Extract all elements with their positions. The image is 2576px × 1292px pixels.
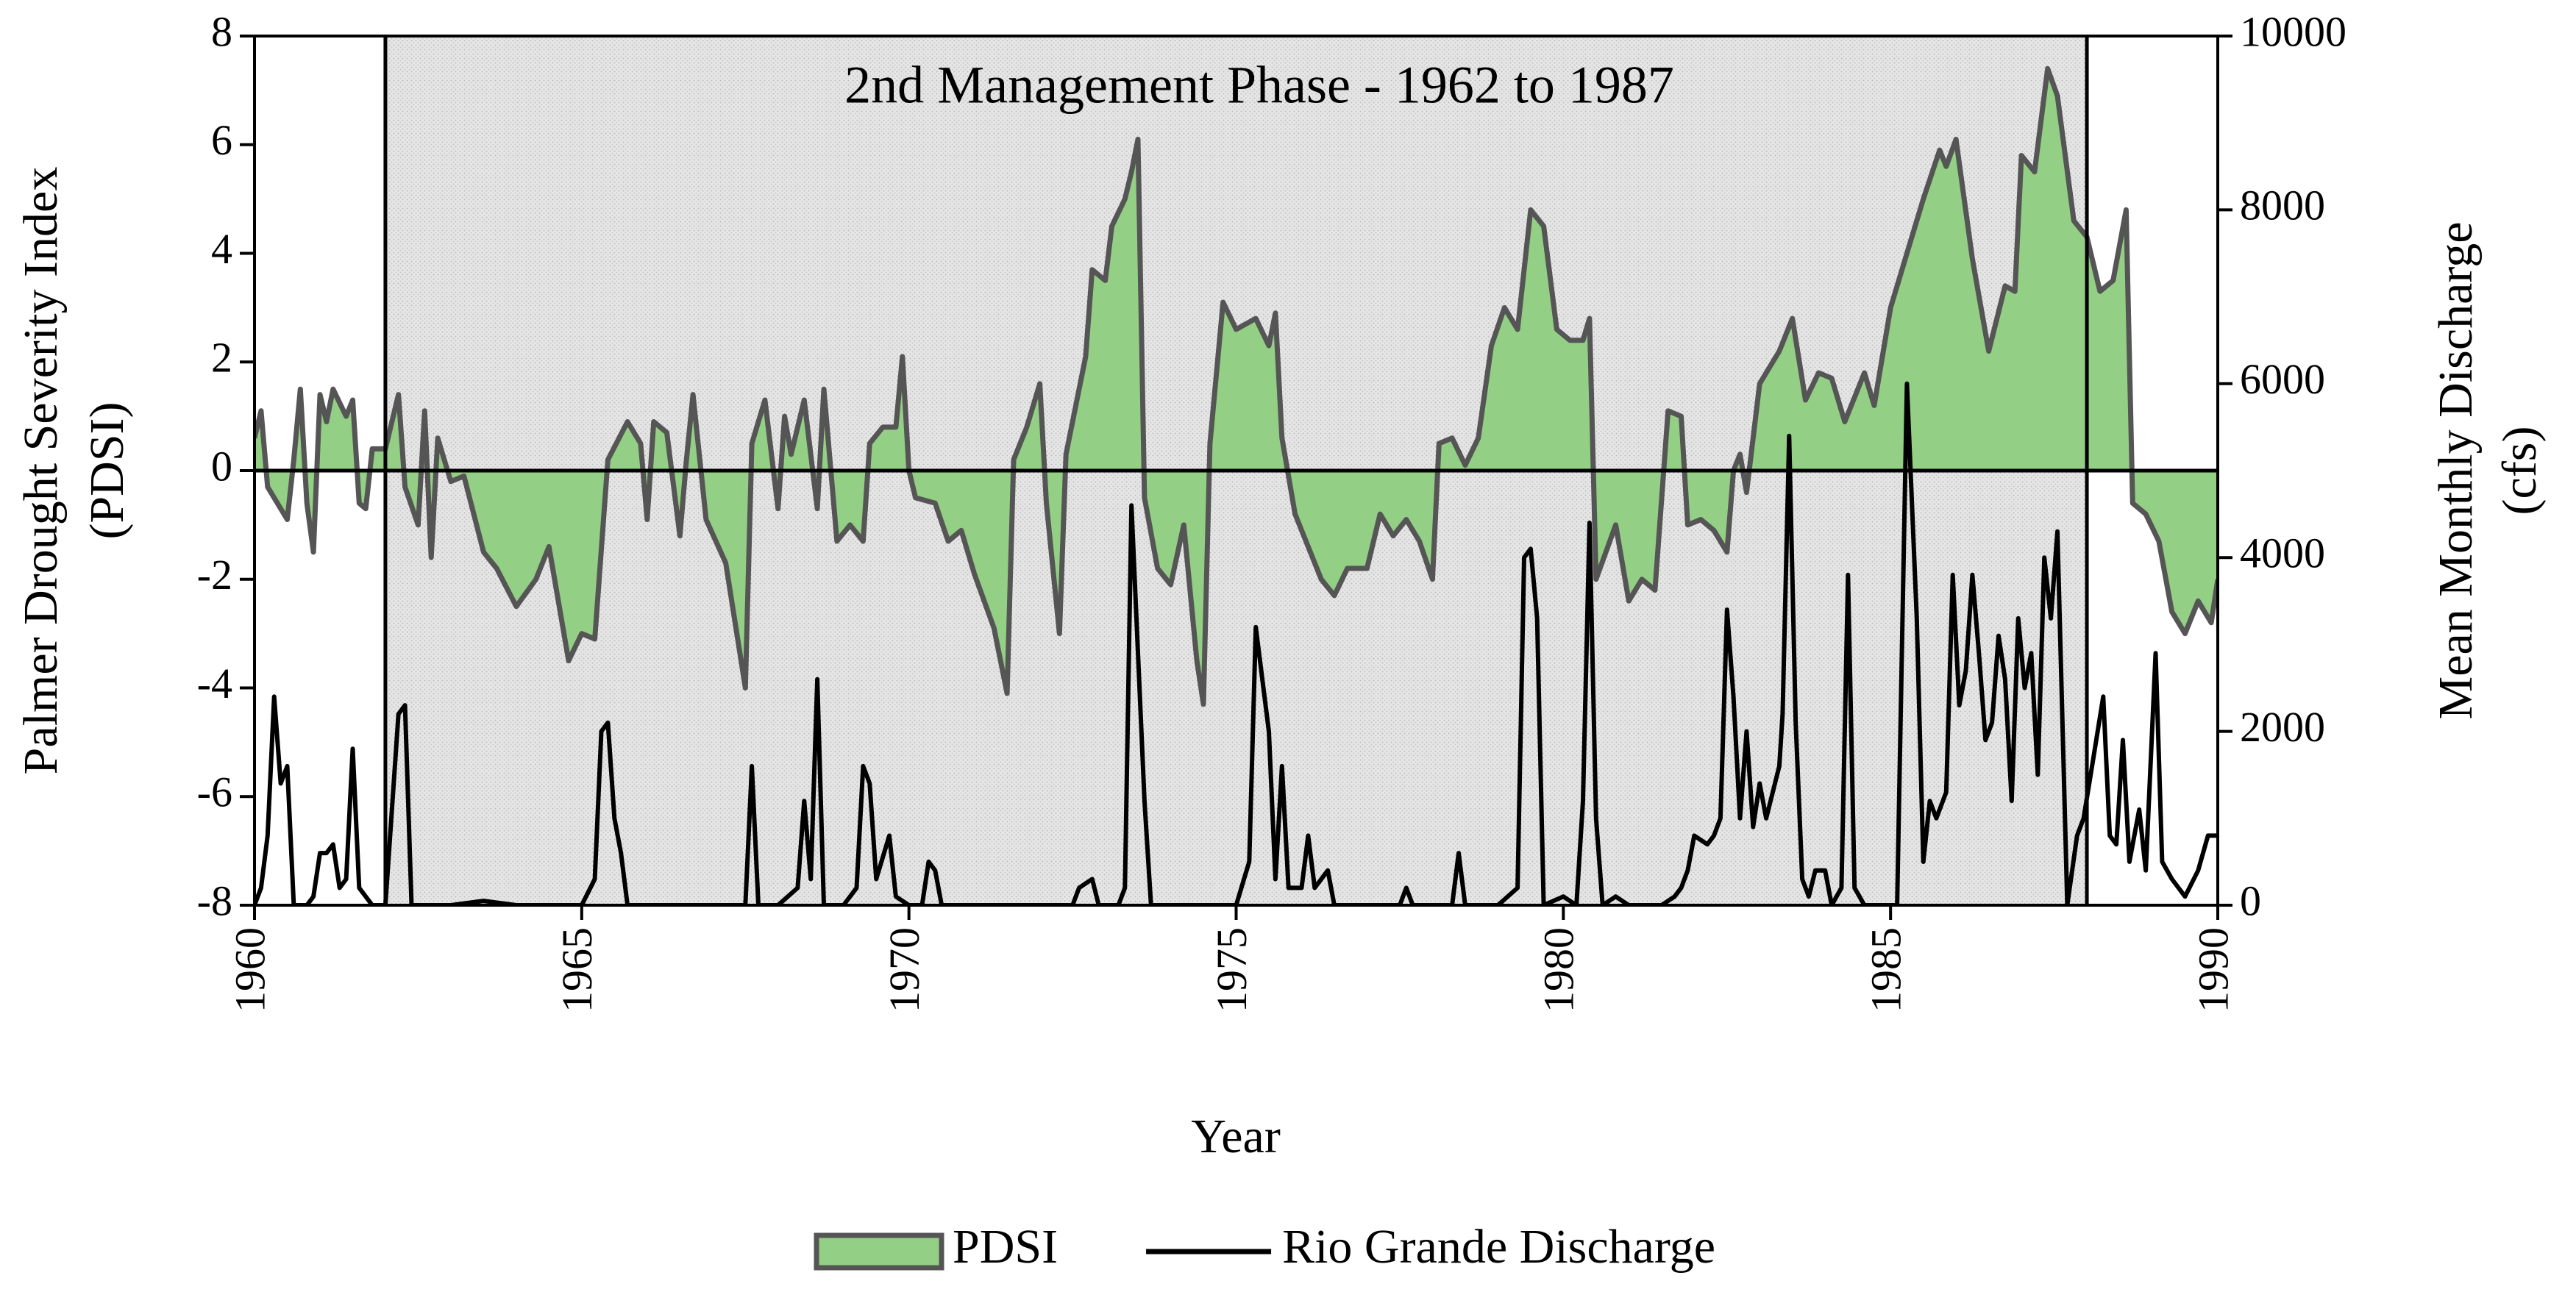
legend-label: PDSI: [953, 1220, 1058, 1274]
y-tick-label: -2: [197, 551, 232, 599]
y-tick-label: 4: [211, 225, 232, 273]
legend-label: Rio Grande Discharge: [1282, 1220, 1715, 1274]
y2-tick-label: 2000: [2240, 703, 2325, 751]
y-tick-label: -8: [197, 877, 232, 924]
y-tick-label: -4: [197, 660, 232, 707]
y2-tick-label: 10000: [2240, 7, 2346, 55]
y2-tick-label: 4000: [2240, 529, 2325, 577]
y2-axis-title: Mean Monthly Discharge: [2429, 222, 2483, 720]
y-tick-label: 2: [211, 334, 232, 382]
y-tick-label: 0: [211, 442, 232, 490]
y-tick-label: 8: [211, 7, 232, 55]
y-tick-label: 6: [211, 116, 232, 164]
y2-tick-label: 6000: [2240, 355, 2325, 403]
series-group: [255, 65, 2218, 905]
y2-tick-label: 0: [2240, 877, 2261, 924]
y2-axis-title: (cfs): [2493, 426, 2547, 515]
y2-tick-label: 8000: [2240, 182, 2325, 229]
x-tick-label: 1990: [2189, 927, 2237, 1013]
x-tick-label: 1975: [1208, 927, 1256, 1013]
y-tick-label: -6: [197, 768, 232, 816]
y-axis-title: (PDSI): [80, 401, 134, 539]
x-tick-label: 1970: [880, 927, 928, 1013]
line: [255, 381, 2218, 905]
x-tick-label: 1960: [226, 927, 274, 1013]
x-axis-title: Year: [1191, 1110, 1281, 1163]
area-edge: [255, 65, 2218, 707]
x-tick-label: 1965: [553, 927, 601, 1013]
annotation: 2nd Management Phase - 1962 to 1987: [844, 56, 1674, 115]
legend-swatch: [814, 1232, 944, 1271]
x-tick-label: 1980: [1535, 927, 1583, 1013]
x-tick-label: 1985: [1862, 927, 1910, 1013]
y-axis-title: Palmer Drought Severity Index: [14, 167, 68, 775]
